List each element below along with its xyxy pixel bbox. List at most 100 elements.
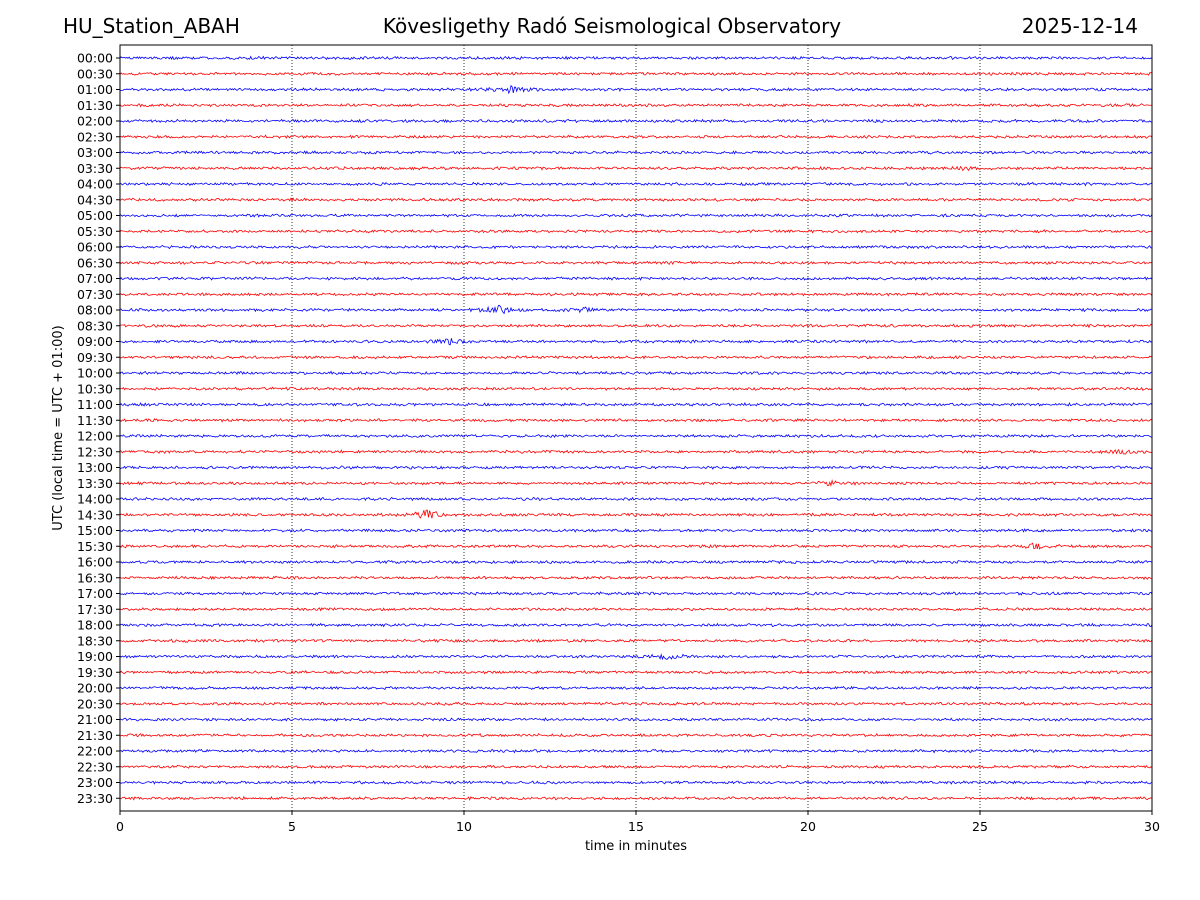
y-tick-label: 08:30	[77, 318, 113, 333]
chart-date: 2025-12-14	[1021, 14, 1138, 38]
y-tick-label: 04:30	[77, 192, 113, 207]
trace-0400	[119, 181, 1153, 187]
trace-0330	[119, 165, 1153, 172]
y-tick-label: 12:30	[77, 444, 113, 459]
y-tick-label: 23:30	[77, 791, 113, 806]
x-tick-label: 0	[116, 819, 124, 834]
y-tick-label: 16:00	[77, 555, 113, 570]
trace-1000	[119, 370, 1153, 376]
y-tick-label: 06:30	[77, 255, 113, 270]
y-tick-label: 22:00	[77, 744, 113, 759]
y-tick-label: 00:00	[77, 51, 113, 66]
trace-0300	[119, 150, 1153, 155]
trace-1300	[119, 465, 1153, 470]
y-tick-label: 12:00	[77, 429, 113, 444]
trace-1600	[119, 559, 1153, 565]
y-tick-label: 11:00	[77, 397, 113, 412]
trace-0630	[119, 260, 1153, 266]
trace-1730	[119, 606, 1153, 612]
y-tick-label: 20:30	[77, 696, 113, 711]
trace-2000	[119, 685, 1153, 691]
trace-1830	[119, 638, 1153, 644]
trace-0430	[119, 197, 1153, 203]
trace-2130	[119, 732, 1153, 738]
trace-1100	[119, 401, 1153, 407]
trace-1230	[119, 448, 1153, 455]
y-tick-label: 14:30	[77, 507, 113, 522]
y-tick-label: 16:30	[77, 570, 113, 585]
y-tick-label: 23:00	[77, 775, 113, 790]
x-axis-ticks: 0 5 10 15 20 25 30	[116, 811, 1160, 834]
y-tick-label: 04:00	[77, 177, 113, 192]
y-tick-label: 15:30	[77, 539, 113, 554]
trace-1900	[119, 653, 1153, 661]
y-tick-label: 01:00	[77, 82, 113, 97]
trace-1200	[119, 433, 1153, 439]
grid-lines	[291, 45, 981, 811]
y-axis-label: UTC (local time = UTC + 01:00)	[51, 325, 66, 530]
trace-2230	[119, 764, 1153, 769]
trace-2100	[119, 717, 1153, 722]
y-tick-label: 13:30	[77, 476, 113, 491]
station-name: HU_Station_ABAH	[63, 14, 240, 38]
y-axis-ticks: 00:0000:3001:0001:3002:0002:3003:0003:30…	[77, 51, 120, 806]
x-tick-label: 15	[628, 819, 644, 834]
y-tick-label: 01:30	[77, 98, 113, 113]
y-tick-label: 11:30	[77, 413, 113, 428]
trace-0600	[119, 244, 1153, 250]
trace-0230	[119, 134, 1153, 140]
x-axis-label: time in minutes	[585, 839, 687, 854]
trace-0900	[119, 338, 1153, 346]
y-tick-label: 02:00	[77, 114, 113, 129]
y-tick-label: 02:30	[77, 129, 113, 144]
y-tick-label: 03:00	[77, 145, 113, 160]
trace-2030	[119, 701, 1153, 706]
trace-1500	[119, 528, 1153, 533]
y-tick-label: 09:30	[77, 350, 113, 365]
y-tick-label: 17:30	[77, 602, 113, 617]
y-tick-label: 19:00	[77, 649, 113, 664]
trace-1630	[119, 575, 1153, 581]
x-tick-label: 5	[288, 819, 296, 834]
y-tick-label: 19:30	[77, 665, 113, 680]
trace-1130	[119, 418, 1153, 423]
y-tick-label: 10:30	[77, 381, 113, 396]
x-tick-label: 20	[800, 819, 816, 834]
trace-0830	[119, 323, 1153, 329]
trace-1400	[119, 496, 1153, 502]
x-tick-label: 30	[1144, 819, 1160, 834]
y-tick-label: 21:00	[77, 712, 113, 727]
y-tick-label: 05:00	[77, 208, 113, 223]
trace-1700	[119, 591, 1153, 596]
trace-0130	[119, 102, 1153, 108]
y-tick-label: 18:00	[77, 618, 113, 633]
y-tick-label: 22:30	[77, 759, 113, 774]
trace-1800	[119, 622, 1153, 628]
y-tick-label: 08:00	[77, 303, 113, 318]
y-tick-label: 03:30	[77, 161, 113, 176]
y-tick-label: 18:30	[77, 633, 113, 648]
x-tick-label: 25	[972, 819, 988, 834]
trace-1330	[119, 479, 1153, 487]
trace-1930	[119, 669, 1153, 675]
trace-0100	[119, 84, 1153, 95]
seismic-traces	[119, 55, 1153, 801]
trace-1430	[119, 509, 1153, 519]
y-tick-label: 17:00	[77, 586, 113, 601]
y-tick-label: 21:30	[77, 728, 113, 743]
trace-0500	[119, 213, 1153, 218]
trace-0730	[119, 292, 1153, 297]
y-tick-label: 09:00	[77, 334, 113, 349]
y-tick-label: 10:00	[77, 366, 113, 381]
trace-0530	[119, 229, 1153, 234]
trace-0800	[119, 305, 1153, 315]
chart-title: Kövesligethy Radó Seismological Observat…	[382, 14, 842, 38]
y-tick-label: 07:00	[77, 271, 113, 286]
x-tick-label: 10	[456, 819, 472, 834]
y-tick-label: 20:00	[77, 681, 113, 696]
trace-1530	[119, 542, 1153, 550]
trace-0700	[119, 276, 1153, 281]
trace-0930	[119, 354, 1153, 360]
y-tick-label: 15:00	[77, 523, 113, 538]
